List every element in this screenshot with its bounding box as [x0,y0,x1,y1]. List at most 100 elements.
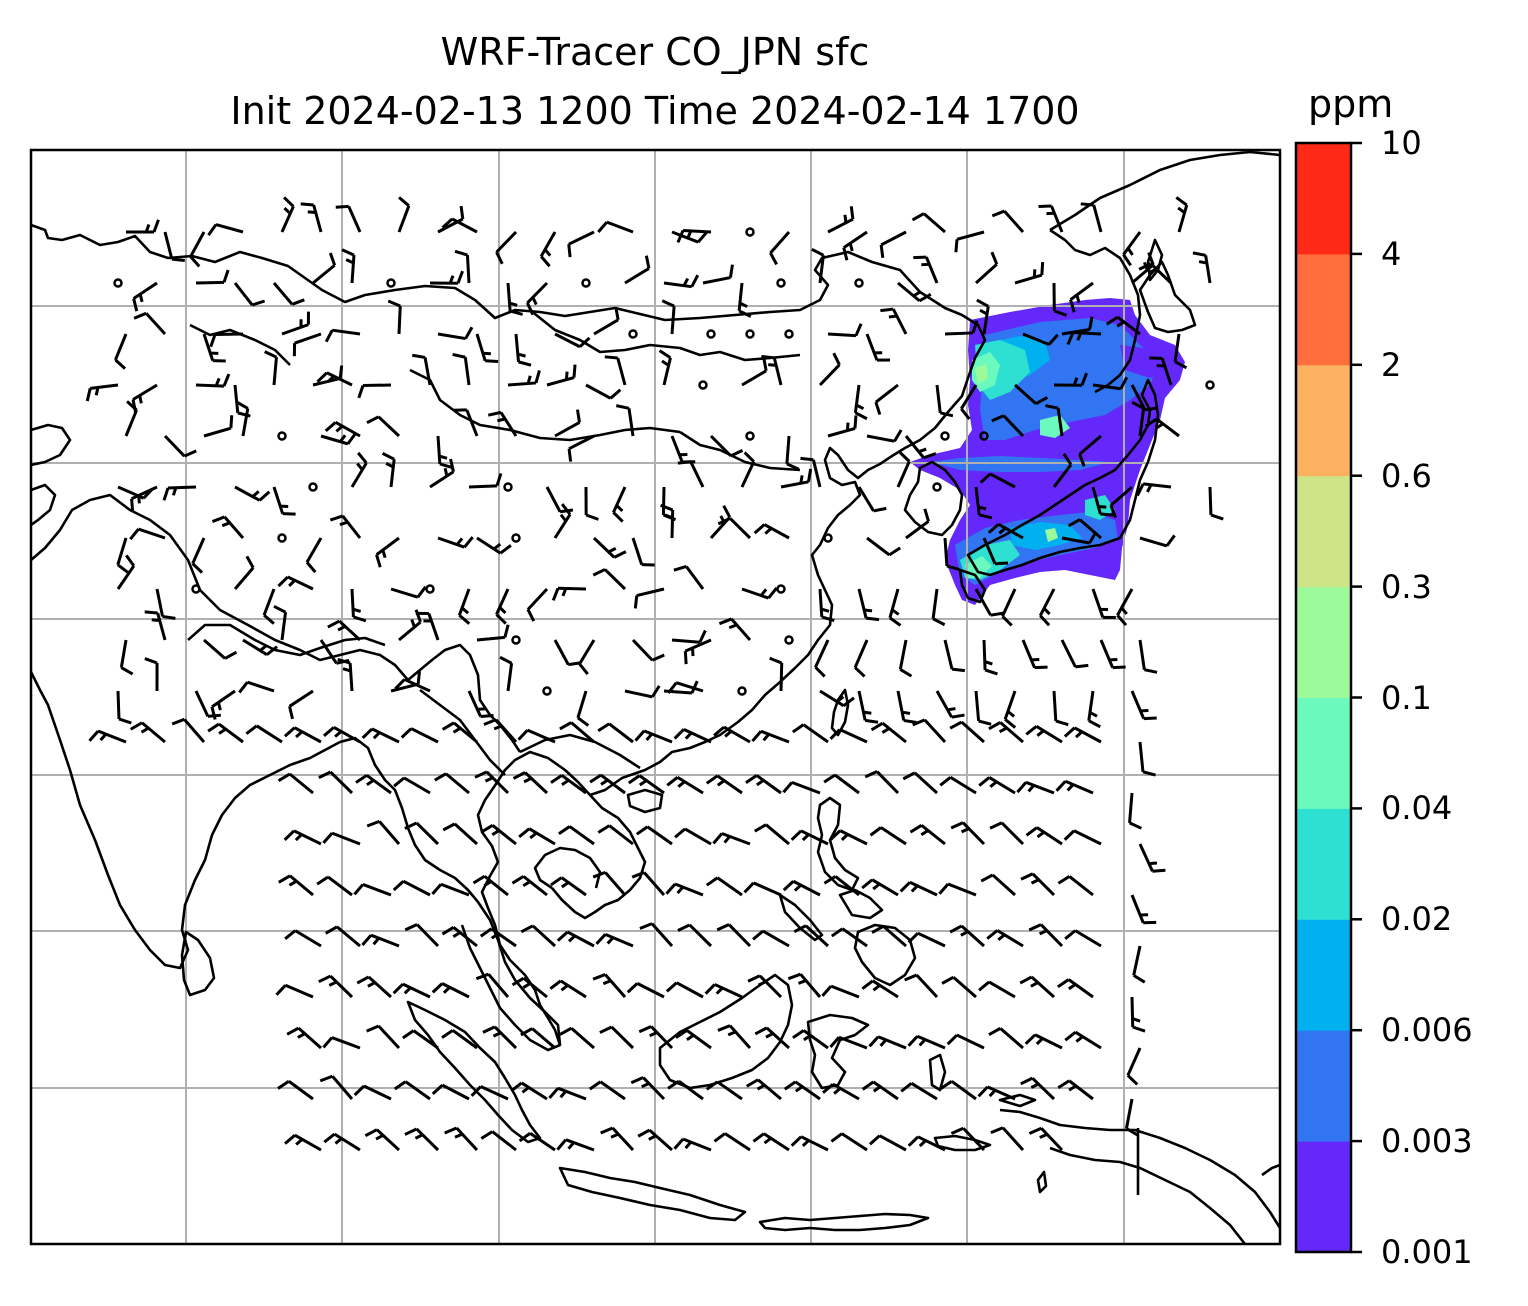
wind-barb [935,690,965,719]
wind-barb [238,680,275,694]
wind-barb [628,774,665,795]
wind-barb [979,472,1016,489]
wind-barb [88,729,127,744]
border-mongolia [529,308,801,362]
wind-barb [119,639,134,676]
wind-barb [658,349,672,386]
wind-barb [163,434,197,458]
map-frame [29,148,1282,1246]
wind-barb [931,588,946,627]
wind-barb [487,410,518,437]
wind-barb [977,1085,1016,1101]
wind-barb [974,588,1004,617]
wind-barb [129,721,166,744]
wind-barb [1138,741,1156,777]
wind-barb [1021,639,1048,670]
wind-barb [353,883,392,897]
wind-barb [861,1080,899,1101]
wind-barb [350,588,367,623]
wind-barb [130,485,158,512]
wind-barb [155,588,176,620]
wind-barb [991,209,1025,233]
wind-barb [442,822,479,846]
wind-barb [567,434,595,462]
wind-barb [667,681,704,694]
wind-barb [441,1029,478,1050]
wind-barb [1208,486,1224,521]
wind-barb-calm [737,686,747,696]
colorbar-tick-label: 0.1 [1381,678,1432,717]
wind-barb [277,874,314,897]
wind-barb [705,876,743,897]
wind-barb [938,882,977,897]
wind-barb [171,717,206,743]
wind-barb [702,264,734,285]
wind-barb [511,875,548,897]
wind-barb [599,1025,635,1050]
wind-barb [202,333,226,363]
wind-barb [717,1024,752,1049]
wind-barb [980,873,1017,897]
wind-barb [943,537,960,571]
wind-barb [520,1027,556,1050]
wind-barb [1130,690,1157,721]
wind-barb [210,689,236,720]
wind-barb [357,383,392,399]
wind-barb [556,1138,595,1152]
colorbar-band [1296,364,1351,477]
coastline-arabia [31,423,72,467]
wind-barb-calm [628,329,638,339]
wind-barb [499,655,514,692]
wind-barb [320,432,357,446]
wind-barb [324,925,361,948]
wind-barb [546,364,577,387]
colorbar-band [1296,1141,1351,1253]
wind-barb [638,1025,674,1050]
wind-barb [400,727,439,744]
wind-barb [1028,1126,1064,1152]
colorbar-tick-label: 10 [1381,124,1422,162]
coastline-sri-lanka [180,930,216,997]
wind-barb [941,975,977,999]
wind-barb [207,722,244,744]
wind-barb [978,776,1016,795]
wind-barb [300,202,323,233]
wind-barb [355,774,392,795]
wind-barb [507,370,541,387]
wind-barb [713,725,751,744]
wind-barb [556,930,595,948]
wind-barb [404,821,440,846]
wind-barb [1078,434,1102,467]
wind-barb [1099,639,1126,670]
colorbar-unit-label: ppm [1308,82,1394,126]
wind-barb-calm [277,533,287,543]
wind-barb [987,522,1024,540]
colorbar-tick-label: 0.003 [1381,1122,1473,1161]
wind-barb [480,824,517,846]
wind-barb [116,554,136,590]
wind-barb [1052,282,1068,317]
coastline-gulf-of-thailand [533,846,602,890]
wind-barb [671,230,708,244]
wind-barb [495,230,518,265]
wind-barb [988,1027,1024,1050]
wind-barb [1067,518,1102,540]
wind-barb [865,333,890,362]
wind-barb [144,657,159,692]
wind-barb [114,333,128,370]
wind-barb [195,373,231,388]
wind-barb [468,472,503,489]
wind-barb [663,274,700,289]
wind-barb [242,638,278,656]
wind-barb [588,1080,626,1101]
wind-barb [667,1079,704,1101]
colorbar-band [1296,808,1351,920]
wind-barb [593,306,620,336]
wind-barb [864,770,900,795]
wind-barb [366,415,401,438]
wind-barb [888,588,902,627]
wind-barb [319,1074,354,1100]
wind-barb [1175,196,1189,233]
wind-barb [1122,231,1142,267]
